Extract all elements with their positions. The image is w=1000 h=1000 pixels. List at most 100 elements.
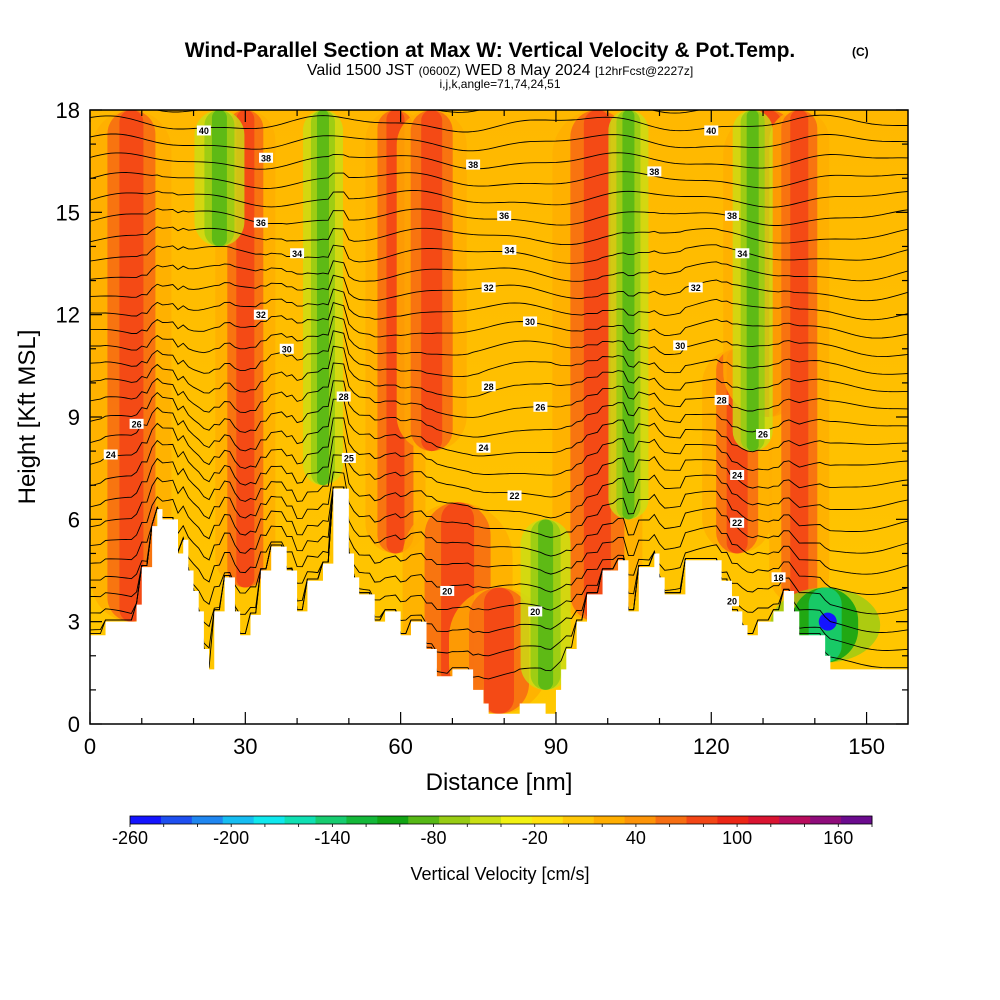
colorbar-swatch [717,816,749,824]
colorbar-tick-label: 160 [823,828,853,848]
theta-label-box [724,596,739,607]
terrain [90,488,908,724]
vertical-velocity-columns [91,110,881,714]
colorbar-swatch [686,816,718,824]
theta-contour [90,152,908,170]
theta-label-box [730,517,745,528]
colorbar-swatch [841,816,873,824]
theta-contour-label: 38 [466,159,481,170]
theta-contour-label: 20 [724,596,739,607]
theta-contour [90,330,908,378]
y-tick-label: 9 [68,405,80,430]
y-tick-label: 15 [56,200,80,225]
theta-label-box [259,152,274,163]
colorbar-tick-label: -20 [522,828,548,848]
theta-contour-label: 34 [290,248,305,259]
theta-label-text: 36 [256,218,266,228]
theta-label-box [466,159,481,170]
colorbar-swatch [377,816,409,824]
theta-label-text: 38 [727,211,737,221]
theta-contour-label: 28 [714,394,729,405]
chart-title: Wind-Parallel Section at Max W: Vertical… [185,39,796,62]
downdraft-column-4 [746,110,759,452]
theta-label-text: 34 [504,245,514,255]
theta-label-text: 24 [732,470,742,480]
colorbar-swatch [779,816,811,824]
theta-label-text: 18 [774,573,784,583]
theta-label-text: 34 [737,249,747,259]
x-tick-label: 90 [544,734,568,759]
plot-area: 40 38 36 34 32 30 28 26 24 25 38 38 36 34 32 30 28 26 24 22… [90,110,908,724]
theta-contour [90,436,908,498]
theta-label-box [103,449,118,460]
theta-label-box [502,244,517,255]
colorbar-tick-label: 100 [722,828,752,848]
colorbar-swatch [346,816,378,824]
theta-label-text: 28 [339,392,349,402]
theta-label-text: 20 [530,607,540,617]
theta-label-text: 34 [292,249,302,259]
theta-contour-label: 30 [673,340,688,351]
theta-contour [90,315,908,358]
theta-label-text: 30 [675,341,685,351]
downdraft-column-0 [211,110,227,247]
colorbar-swatch [562,816,595,824]
colorbar-swatch [191,816,224,824]
colorbar-swatch [655,816,687,824]
y-tick-label: 6 [68,507,80,532]
colorbar-swatch [470,816,502,824]
theta-label-text: 38 [649,167,659,177]
theta-label-box [497,210,512,221]
updraft-column-5 [484,587,514,714]
theta-contour [90,345,908,398]
theta-label-text: 22 [732,518,742,528]
theta-contour-label: 36 [253,217,268,228]
theta-label-text: 25 [344,453,354,463]
theta-label-box [688,282,703,293]
theta-label-text: 20 [727,597,737,607]
theta-label-box [481,282,496,293]
theta-contour-label: 40 [196,125,211,136]
y-tick-label: 12 [56,303,80,328]
theta-contour-label: 28 [481,381,496,392]
colorbar-tick-label: 40 [626,828,646,848]
colorbar-swatch [439,816,471,824]
downdraft-core [818,612,837,631]
theta-label-box [771,572,786,583]
theta-label-box [756,429,771,440]
chart-subtitle: Valid 1500 JST (0600Z) WED 8 May 2024 [1… [307,62,693,79]
theta-contour [90,486,908,575]
theta-contour-label: 32 [481,282,496,293]
colorbar-swatch [810,816,842,824]
colorbar-tick-label: -200 [213,828,249,848]
theta-label-text: 30 [525,317,535,327]
x-tick-label: 30 [233,734,257,759]
theta-contour [90,114,908,133]
colorbar-swatch [222,816,255,824]
theta-contour-label: 32 [253,309,268,320]
theta-label-box [673,340,688,351]
theta-contour [90,362,908,418]
theta-label-box [196,125,211,136]
colorbar-swatch [253,816,286,824]
theta-label-text: 40 [706,126,716,136]
theta-contour [90,226,908,246]
colorbar-label: Vertical Velocity [cm/s] [410,864,589,884]
theta-label-box [533,401,548,412]
theta-contour [90,171,908,189]
theta-contour [90,260,908,282]
theta-contour [90,380,908,438]
theta-contour [90,454,908,519]
theta-label-box [523,316,538,327]
theta-label-text: 38 [261,153,271,163]
theta-contour [90,133,908,152]
theta-label-text: 36 [499,211,509,221]
theta-label-text: 40 [199,126,209,136]
theta-contour [90,274,908,302]
theta-contour-label: 30 [523,316,538,327]
x-tick-label: 0 [84,734,96,759]
colorbar-tick-label: -140 [314,828,350,848]
theta-label-box [290,248,305,259]
theta-label-text: 28 [484,382,494,392]
